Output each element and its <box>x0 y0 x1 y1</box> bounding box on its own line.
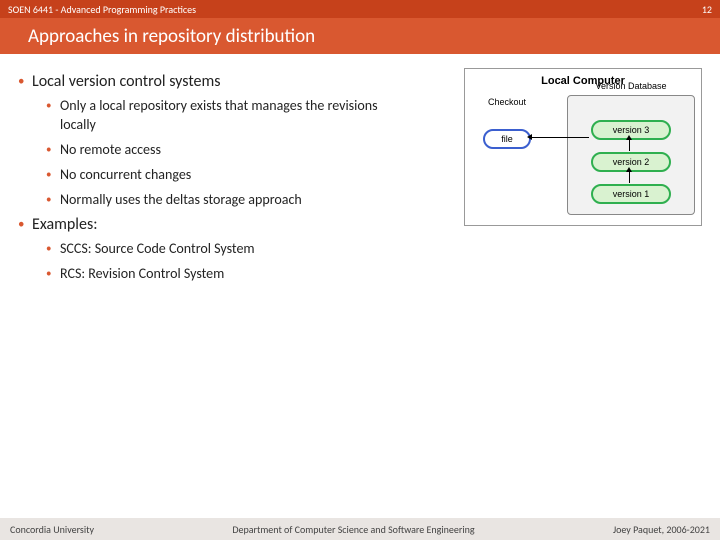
connector-v2-v1 <box>629 171 630 183</box>
diagram-body: Checkout file Version Database version 3… <box>471 95 695 215</box>
connector-file-to-v3 <box>531 137 589 138</box>
arrow-v3 <box>626 135 632 140</box>
footer-university: Concordia University <box>10 523 94 536</box>
point-local-repo: Only a local repository exists that mana… <box>46 97 386 135</box>
course-code: SOEN 6441 - Advanced Programming Practic… <box>8 3 196 16</box>
footer-bar: Concordia University Department of Compu… <box>0 518 720 540</box>
vdb-label: Version Database <box>567 81 695 91</box>
example-rcs: RCS: Revision Control System <box>46 265 464 284</box>
page-number: 12 <box>702 3 712 16</box>
local-computer-diagram: Local Computer Checkout file Version Dat… <box>464 68 702 226</box>
diagram-column: Local Computer Checkout file Version Dat… <box>464 66 702 290</box>
file-node: file <box>483 129 531 149</box>
slide-title-bar: Approaches in repository distribution <box>0 18 720 54</box>
content-area: Local version control systems Only a loc… <box>0 54 720 290</box>
arrow-file <box>527 134 532 140</box>
example-sccs: SCCS: Source Code Control System <box>46 240 464 259</box>
point-deltas: Normally uses the deltas storage approac… <box>46 191 464 210</box>
heading-examples: Examples: <box>18 215 464 234</box>
checkout-label: Checkout <box>488 97 526 107</box>
text-column: Local version control systems Only a loc… <box>18 66 464 290</box>
footer-author: Joey Paquet, 2006-2021 <box>613 523 710 536</box>
header-bar: SOEN 6441 - Advanced Programming Practic… <box>0 0 720 18</box>
point-no-concurrent: No concurrent changes <box>46 166 464 185</box>
heading-local-vcs: Local version control systems <box>18 72 464 91</box>
arrow-v2 <box>626 167 632 172</box>
version-database-box: version 3 version 2 version 1 <box>567 95 695 215</box>
version-node-1: version 1 <box>591 184 671 204</box>
slide-title: Approaches in repository distribution <box>28 25 315 48</box>
footer-department: Department of Computer Science and Softw… <box>232 523 474 536</box>
point-no-remote: No remote access <box>46 141 464 160</box>
connector-v3-v2 <box>629 139 630 151</box>
